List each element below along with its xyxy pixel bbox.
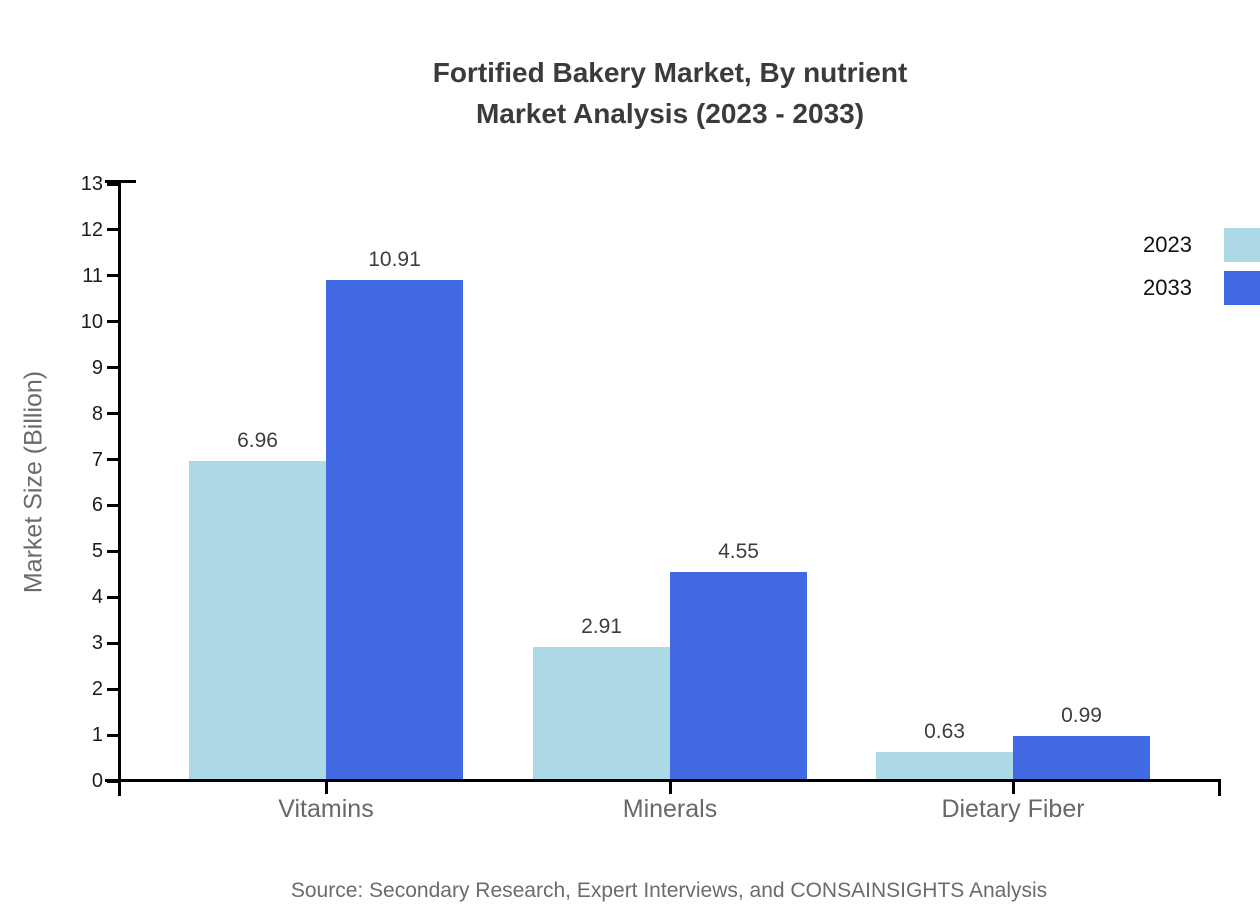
y-tick-label-12: 12 bbox=[80, 218, 103, 241]
x-axis-line bbox=[105, 779, 1221, 782]
bar-2023-dietary-fiber bbox=[876, 752, 1013, 781]
category-label-vitamins: Vitamins bbox=[278, 795, 374, 823]
chart-title: Fortified Bakery Market, By nutrient Mar… bbox=[80, 52, 1260, 134]
x-axis-end-cap bbox=[1218, 779, 1221, 796]
y-tick-label-7: 7 bbox=[91, 448, 103, 471]
y-tick-9 bbox=[107, 366, 120, 370]
y-tick-12 bbox=[107, 228, 120, 232]
y-tick-6 bbox=[107, 503, 120, 507]
y-tick-label-9: 9 bbox=[91, 356, 103, 379]
y-tick-2 bbox=[107, 687, 120, 691]
value-label-2023-dietary-fiber: 0.63 bbox=[924, 720, 965, 744]
y-tick-label-10: 10 bbox=[80, 310, 103, 333]
legend-label-2033: 2033 bbox=[1143, 275, 1192, 300]
legend-label-2023: 2023 bbox=[1143, 232, 1192, 257]
y-tick-3 bbox=[107, 641, 120, 645]
category-label-dietary-fiber: Dietary Fiber bbox=[941, 795, 1085, 823]
chart-title-line1: Fortified Bakery Market, By nutrient bbox=[432, 57, 908, 88]
value-label-2033-vitamins: 10.91 bbox=[368, 247, 421, 271]
value-label-2023-vitamins: 6.96 bbox=[237, 429, 278, 453]
y-tick-label-0: 0 bbox=[91, 770, 103, 792]
y-tick-label-11: 11 bbox=[82, 264, 103, 287]
y-tick-7 bbox=[107, 458, 120, 462]
x-tick-dietary-fiber bbox=[1011, 782, 1015, 794]
x-tick-minerals bbox=[668, 782, 672, 794]
legend-swatch-2033 bbox=[1224, 271, 1260, 305]
y-axis-top-cap bbox=[105, 180, 136, 183]
legend-swatch-2023 bbox=[1224, 228, 1260, 262]
y-tick-5 bbox=[107, 549, 120, 553]
y-tick-0 bbox=[107, 779, 120, 783]
value-label-2033-minerals: 4.55 bbox=[718, 540, 759, 564]
bar-2023-vitamins bbox=[189, 461, 326, 781]
y-tick-label-2: 2 bbox=[91, 678, 103, 701]
y-tick-8 bbox=[107, 412, 120, 416]
y-tick-label-5: 5 bbox=[91, 540, 103, 563]
bar-2033-dietary-fiber bbox=[1013, 735, 1150, 781]
value-label-2023-minerals: 2.91 bbox=[581, 615, 622, 639]
bar-2033-vitamins bbox=[326, 279, 463, 781]
x-tick-vitamins bbox=[324, 782, 328, 794]
y-tick-label-1: 1 bbox=[91, 724, 103, 747]
bar-2033-minerals bbox=[670, 572, 807, 781]
y-tick-13 bbox=[107, 182, 120, 186]
source-note: Source: Secondary Research, Expert Inter… bbox=[290, 879, 1048, 902]
y-tick-label-4: 4 bbox=[91, 586, 103, 609]
y-tick-label-13: 13 bbox=[80, 173, 103, 195]
y-tick-10 bbox=[107, 320, 120, 324]
y-tick-1 bbox=[107, 733, 120, 737]
value-label-2033-dietary-fiber: 0.99 bbox=[1061, 703, 1102, 727]
y-tick-label-8: 8 bbox=[91, 402, 103, 425]
chart-title-line2: Market Analysis (2023 - 2033) bbox=[475, 98, 865, 129]
bar-2023-minerals bbox=[533, 647, 670, 781]
y-axis-line bbox=[118, 180, 121, 796]
y-tick-label-3: 3 bbox=[91, 632, 103, 655]
category-label-minerals: Minerals bbox=[622, 795, 718, 823]
y-tick-4 bbox=[107, 595, 120, 599]
y-tick-label-6: 6 bbox=[91, 494, 103, 517]
y-tick-11 bbox=[107, 274, 120, 278]
